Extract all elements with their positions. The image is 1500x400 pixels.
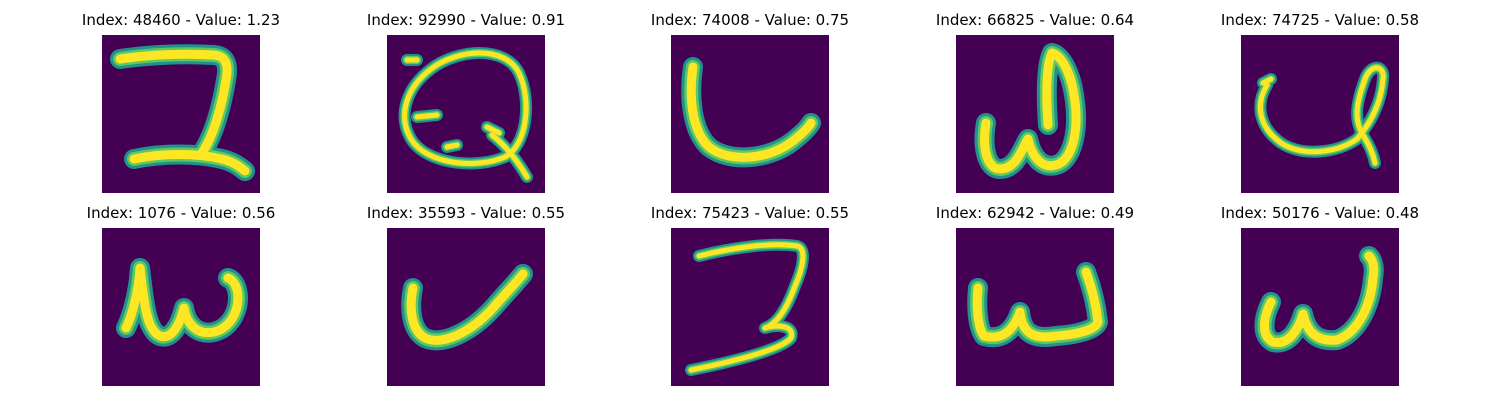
image-panel-1: Index: 48460 - Value: 1.23 bbox=[81, 11, 281, 193]
image-panel-3: Index: 74008 - Value: 0.75 bbox=[650, 11, 850, 193]
image-panel-10: Index: 50176 - Value: 0.48 bbox=[1220, 204, 1420, 386]
panel-title: Index: 66825 - Value: 0.64 bbox=[935, 11, 1135, 29]
panel-title: Index: 92990 - Value: 0.91 bbox=[366, 11, 566, 29]
image-panel-2: Index: 92990 - Value: 0.91 bbox=[366, 11, 566, 193]
handwritten-2-icon bbox=[102, 35, 260, 193]
handwritten-w-icon bbox=[102, 228, 260, 386]
image-panel-9: Index: 62942 - Value: 0.49 bbox=[935, 204, 1135, 386]
panel-title: Index: 62942 - Value: 0.49 bbox=[935, 204, 1135, 222]
handwritten-u-icon bbox=[671, 35, 829, 193]
panel-title: Index: 35593 - Value: 0.55 bbox=[366, 204, 566, 222]
image-panel-8: Index: 75423 - Value: 0.55 bbox=[650, 204, 850, 386]
handwritten-w-icon bbox=[1241, 228, 1399, 386]
handwritten-q-icon bbox=[387, 35, 545, 193]
panel-title: Index: 74725 - Value: 0.58 bbox=[1220, 11, 1420, 29]
handwritten-w-icon bbox=[956, 35, 1114, 193]
image-panel-4: Index: 66825 - Value: 0.64 bbox=[935, 11, 1135, 193]
handwritten-v-icon bbox=[387, 228, 545, 386]
panel-title: Index: 1076 - Value: 0.56 bbox=[86, 204, 276, 222]
panel-title: Index: 75423 - Value: 0.55 bbox=[650, 204, 850, 222]
panel-title: Index: 48460 - Value: 1.23 bbox=[81, 11, 281, 29]
handwritten-l-loop-icon bbox=[1241, 35, 1399, 193]
handwritten-w-icon bbox=[956, 228, 1114, 386]
image-panel-5: Index: 74725 - Value: 0.58 bbox=[1220, 11, 1420, 193]
panel-title: Index: 74008 - Value: 0.75 bbox=[650, 11, 850, 29]
image-panel-6: Index: 1076 - Value: 0.56 bbox=[81, 204, 281, 386]
image-panel-7: Index: 35593 - Value: 0.55 bbox=[366, 204, 566, 386]
panel-title: Index: 50176 - Value: 0.48 bbox=[1220, 204, 1420, 222]
handwritten-2-icon bbox=[671, 228, 829, 386]
